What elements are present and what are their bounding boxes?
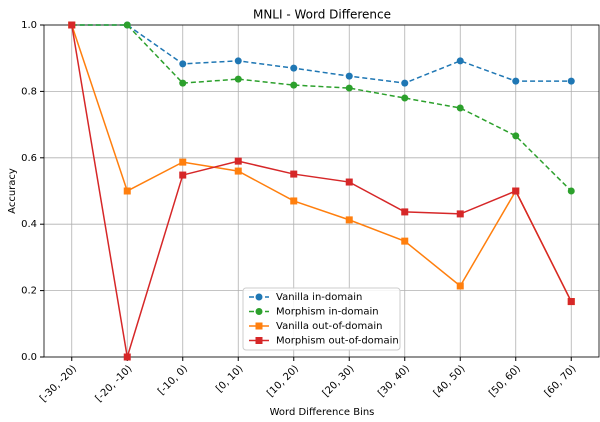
y-tick-label: 0.6 (21, 153, 37, 164)
marker (512, 187, 520, 195)
marker (567, 187, 575, 195)
marker (179, 79, 187, 87)
legend-marker (255, 337, 263, 344)
marker (345, 178, 353, 186)
legend-label: Morphism in-domain (276, 307, 379, 318)
x-tick-label: [20, 30) (321, 363, 357, 399)
marker (234, 167, 242, 175)
y-tick-label: 1.0 (21, 20, 37, 31)
plot-frame (43, 24, 600, 358)
marker (401, 94, 409, 102)
legend-marker (255, 293, 263, 301)
series-line (71, 24, 572, 302)
y-axis-label: Accuracy (7, 168, 18, 214)
series-line (71, 24, 572, 192)
legend-marker (255, 322, 263, 330)
marker (512, 132, 520, 140)
y-tick-label: 0.4 (21, 219, 37, 230)
legend-label: Vanilla out-of-domain (276, 321, 383, 332)
marker (401, 237, 409, 245)
x-tick-label: [50, 60) (487, 363, 523, 399)
marker (512, 77, 520, 85)
marker (567, 77, 575, 85)
marker (401, 79, 409, 87)
x-tick-label: [-20, -10) (94, 363, 135, 404)
marker (123, 353, 131, 361)
x-axis-label: Word Difference Bins (270, 407, 375, 418)
marker (456, 210, 464, 218)
marker (456, 57, 464, 65)
marker (234, 75, 242, 83)
marker (290, 170, 298, 178)
marker (123, 21, 131, 29)
marker (401, 208, 409, 216)
y-tick-label: 0.2 (21, 286, 37, 297)
y-tick-label: 0.0 (21, 352, 37, 363)
marker (345, 72, 353, 80)
legend-box (242, 287, 401, 351)
legend: Vanilla in-domain Morphism in-domain Vanil… (242, 287, 401, 351)
x-tick-label: [-30, -20) (38, 363, 79, 404)
marker (345, 216, 353, 224)
marker (68, 21, 76, 29)
marker (290, 64, 298, 72)
legend-marker (255, 308, 263, 315)
marker (567, 298, 575, 306)
marker (290, 197, 298, 205)
series-line (71, 24, 572, 358)
marker (456, 282, 464, 290)
series-line (71, 24, 572, 84)
x-tick-label: [-10, 0) (156, 363, 190, 397)
y-tick-label: 0.8 (21, 86, 37, 97)
marker (179, 171, 187, 179)
marker (290, 81, 298, 89)
x-tick-label: [10, 20) (265, 363, 301, 399)
legend-label: Vanilla in-domain (276, 292, 362, 303)
marker (123, 187, 131, 195)
marker (179, 158, 187, 166)
marker (234, 157, 242, 165)
chart-title: MNLI - Word Difference (253, 8, 391, 22)
marker (345, 84, 353, 92)
x-tick-label: [30, 40) (376, 363, 412, 399)
x-tick-label: [0, 10) (214, 363, 245, 394)
legend-label: Morphism out-of-domain (276, 336, 399, 347)
marker (179, 60, 187, 68)
marker (456, 104, 464, 112)
x-tick-label: [40, 50) (432, 363, 468, 399)
marker (234, 57, 242, 65)
x-tick-label: [60, 70) (543, 363, 579, 399)
